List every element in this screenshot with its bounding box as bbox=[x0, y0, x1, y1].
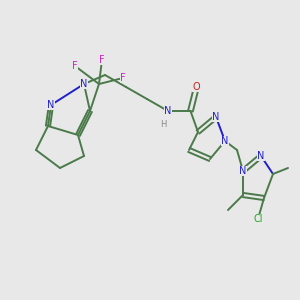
Text: N: N bbox=[164, 106, 172, 116]
Text: N: N bbox=[47, 100, 55, 110]
Text: F: F bbox=[120, 73, 126, 83]
Text: H: H bbox=[160, 120, 167, 129]
Text: N: N bbox=[239, 166, 247, 176]
Text: N: N bbox=[80, 79, 88, 89]
Text: Cl: Cl bbox=[253, 214, 263, 224]
Text: O: O bbox=[193, 82, 200, 92]
Text: N: N bbox=[221, 136, 229, 146]
Text: N: N bbox=[212, 112, 220, 122]
Text: F: F bbox=[99, 55, 105, 65]
Text: N: N bbox=[257, 151, 265, 161]
Text: F: F bbox=[72, 61, 78, 71]
